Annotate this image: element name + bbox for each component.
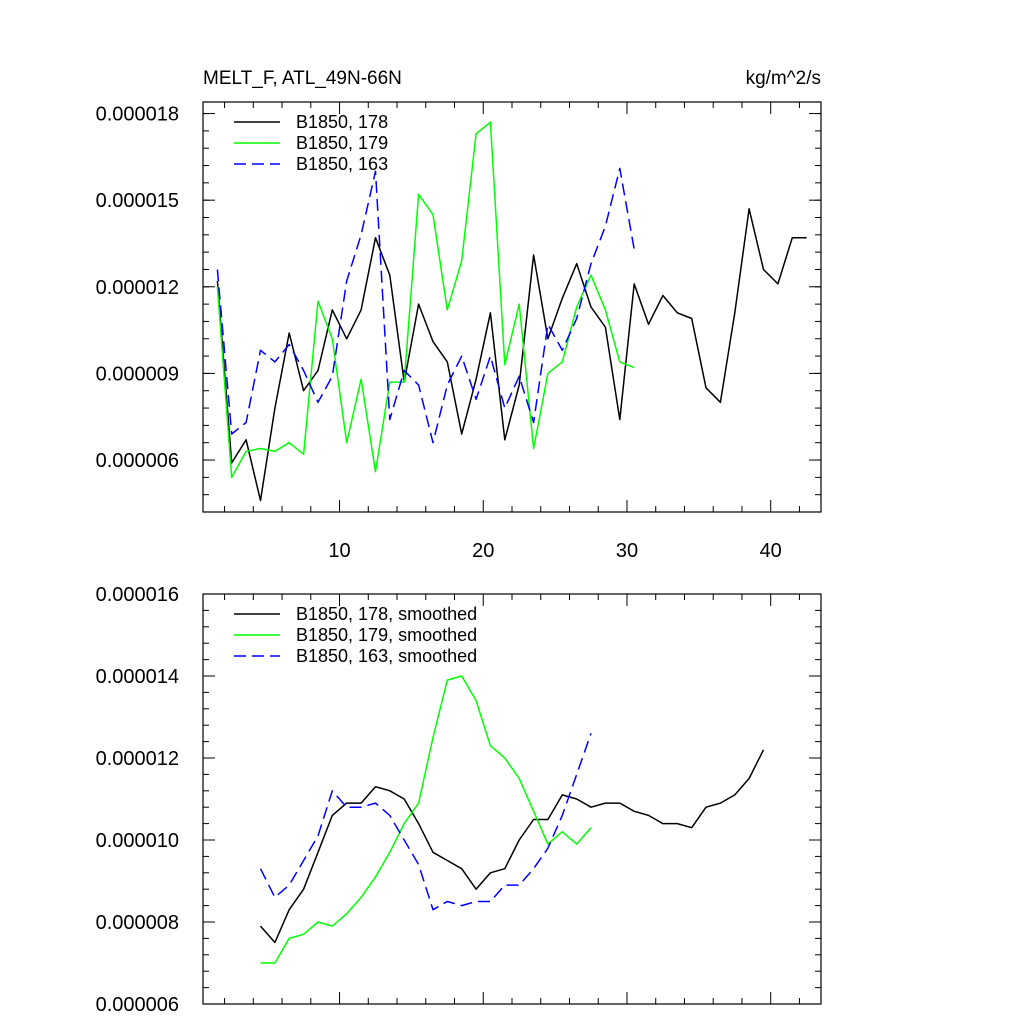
bottom-panel: 0.000006 0.000008 0.000010 0.000012 0.000014… xyxy=(96,584,822,1016)
top-panel-frame xyxy=(202,101,822,513)
series-line-1 xyxy=(259,749,765,944)
series-line-2 xyxy=(216,121,635,479)
bottom-panel-series xyxy=(259,675,765,964)
y-tick-label: 0.000012 xyxy=(96,277,179,299)
legend-label-2: B1850, 179, smoothed xyxy=(296,625,477,645)
series-line-3 xyxy=(259,733,592,911)
y-tick-label: 0.000010 xyxy=(96,830,179,852)
series-line-2 xyxy=(260,675,592,964)
y-tick-label: 0.000016 xyxy=(96,584,179,606)
bottom-panel-frame xyxy=(202,593,822,1005)
y-tick-label: 0.000015 xyxy=(96,190,179,212)
y-tick-label: 0.000018 xyxy=(96,104,179,126)
top-panel-units: kg/m^2/s xyxy=(746,68,821,89)
legend-label-3: B1850, 163, smoothed xyxy=(296,646,477,666)
y-tick-label: 0.000006 xyxy=(96,450,179,472)
y-tick-label: 0.000014 xyxy=(96,666,179,688)
x-tick-label: 20 xyxy=(472,540,494,562)
legend-label-1: B1850, 178 xyxy=(296,112,388,132)
y-tick-label: 0.000012 xyxy=(96,748,179,770)
x-tick-label: 30 xyxy=(616,540,638,562)
y-tick-label: 0.000009 xyxy=(96,363,179,385)
top-panel: MELT_F, ATL_49N-66N kg/m^2/s 0.0000060.0… xyxy=(96,68,822,562)
y-tick-label: 0.000008 xyxy=(96,912,179,934)
y-tick-label: 0.000006 xyxy=(96,994,179,1016)
legend-label-2: B1850, 179 xyxy=(296,133,388,153)
top-panel-title: MELT_F, ATL_49N-66N xyxy=(203,68,402,89)
top-panel-ticks: 0.000006 0.000009 0.000012 0.000015 0.000018… xyxy=(96,102,821,562)
x-tick-label: 40 xyxy=(760,540,782,562)
series-line-3 xyxy=(216,167,635,444)
legend-label-1: B1850, 178, smoothed xyxy=(296,604,477,624)
x-tick-label: 10 xyxy=(328,540,350,562)
series-line-1 xyxy=(216,208,807,502)
top-panel-series xyxy=(216,121,807,502)
legend-label-3: B1850, 163 xyxy=(296,154,388,174)
